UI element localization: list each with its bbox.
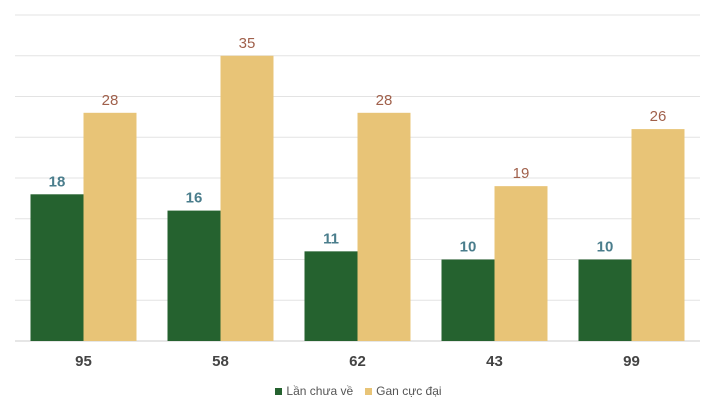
bar-series-1-43[interactable] — [441, 259, 495, 342]
x-tick-label: 62 — [349, 353, 366, 370]
legend-item-series-2[interactable]: Gan cực đại — [365, 384, 442, 398]
bar-series-2-58[interactable] — [220, 55, 274, 341]
bar-series-2-99[interactable] — [631, 129, 685, 341]
data-label-series-2-62: 28 — [376, 92, 393, 109]
x-tick-label: 43 — [486, 353, 503, 370]
data-label-series-1-58: 16 — [186, 190, 203, 207]
legend-swatch-series-1 — [275, 387, 283, 395]
bar-series-2-62[interactable] — [357, 112, 411, 341]
x-tick-label: 95 — [75, 353, 92, 370]
x-tick-label: 99 — [623, 353, 640, 370]
x-tick-label: 58 — [212, 353, 229, 370]
data-label-series-1-62: 11 — [323, 230, 339, 247]
data-label-series-1-99: 10 — [597, 239, 614, 256]
legend-label-series-2: Gan cực đại — [376, 384, 442, 398]
bar-series-1-99[interactable] — [578, 259, 632, 342]
bar-series-2-95[interactable] — [83, 112, 137, 341]
data-label-series-2-43: 19 — [513, 165, 530, 182]
legend-item-series-1[interactable]: Lần chưa về — [275, 384, 353, 398]
bar-series-1-62[interactable] — [304, 251, 358, 341]
data-label-series-2-58: 35 — [239, 35, 256, 52]
legend-swatch-series-2 — [365, 387, 373, 395]
chart-legend: Lần chưa về Gan cực đại — [0, 381, 717, 401]
data-label-series-1-95: 18 — [49, 173, 66, 190]
bar-series-2-43[interactable] — [494, 186, 548, 341]
data-label-series-1-43: 10 — [460, 239, 477, 256]
data-label-series-2-95: 28 — [102, 92, 119, 109]
bar-series-1-95[interactable] — [30, 194, 84, 341]
data-label-series-2-99: 26 — [650, 108, 667, 125]
legend-label-series-1: Lần chưa về — [286, 384, 354, 398]
bar-series-1-58[interactable] — [167, 210, 221, 341]
